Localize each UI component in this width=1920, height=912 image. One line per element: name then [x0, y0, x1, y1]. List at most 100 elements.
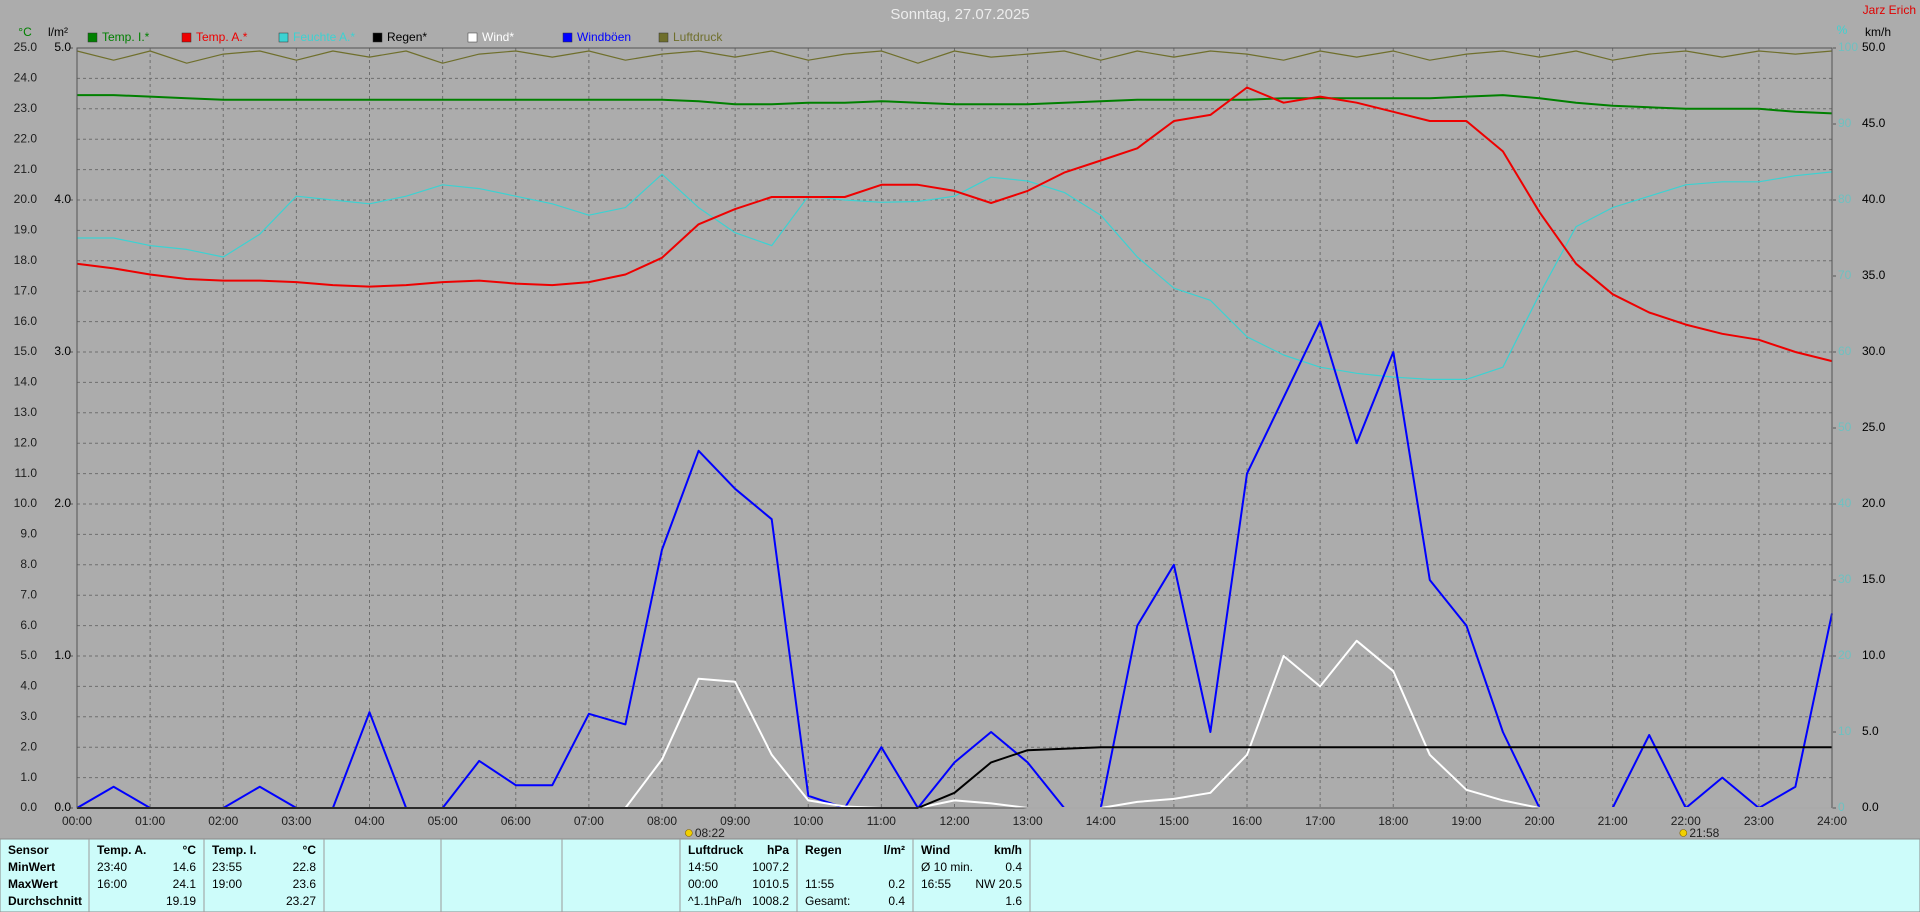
y3-tick-label: 50.0 — [1862, 40, 1886, 54]
legend-label: Regen* — [387, 30, 427, 44]
y3-axis-unit: km/h — [1865, 25, 1891, 39]
x-tick-label: 18:00 — [1378, 814, 1408, 828]
y-tick-label: 23.0 — [14, 101, 38, 115]
cell-left: 23:40 — [97, 860, 127, 874]
x-tick-label: 06:00 — [501, 814, 531, 828]
y-tick-label: 20.0 — [14, 192, 38, 206]
x-tick-label: 09:00 — [720, 814, 750, 828]
y-tick-label: 1.0 — [20, 770, 37, 784]
x-tick-label: 19:00 — [1451, 814, 1481, 828]
cell-left: Gesamt: — [805, 894, 850, 908]
row-label: MaxWert — [8, 877, 58, 891]
row-label: Durchschnitt — [8, 894, 82, 908]
cell-right: 0.4 — [888, 894, 905, 908]
y-tick-label: 9.0 — [20, 527, 37, 541]
y4-tick-label: 10 — [1838, 724, 1852, 738]
x-tick-label: 23:00 — [1744, 814, 1774, 828]
y-tick-label: 10.0 — [14, 496, 38, 510]
x-tick-label: 20:00 — [1524, 814, 1554, 828]
y-tick-label: 6.0 — [20, 618, 37, 632]
x-tick-label: 03:00 — [281, 814, 311, 828]
background — [0, 0, 1920, 839]
y4-tick-label: 20 — [1838, 648, 1852, 662]
legend-label: Luftdruck — [673, 30, 723, 44]
y4-tick-label: 40 — [1838, 496, 1852, 510]
x-tick-label: 01:00 — [135, 814, 165, 828]
y3-tick-label: 25.0 — [1862, 420, 1886, 434]
annotation: 21:58 — [1689, 826, 1719, 840]
y-tick-label: 15.0 — [14, 344, 38, 358]
y3-tick-label: 5.0 — [1862, 724, 1879, 738]
y4-axis-unit: % — [1837, 23, 1848, 37]
y2-tick-label: 4.0 — [54, 192, 71, 206]
column-unit: °C — [183, 843, 197, 857]
cell-left: 19:00 — [212, 877, 242, 891]
legend-label: Temp. I.* — [102, 30, 150, 44]
x-tick-label: 04:00 — [354, 814, 384, 828]
y4-tick-label: 0 — [1838, 800, 1845, 814]
legend-swatch — [658, 32, 669, 43]
x-tick-label: 07:00 — [574, 814, 604, 828]
column-title: Luftdruck — [688, 843, 744, 857]
legend-swatch — [562, 32, 573, 43]
cell-left: Ø 10 min. — [921, 860, 973, 874]
legend-swatch — [467, 32, 478, 43]
x-tick-label: 14:00 — [1086, 814, 1116, 828]
y-tick-label: 14.0 — [14, 375, 38, 389]
cell-right: 14.6 — [173, 860, 197, 874]
y2-tick-label: 5.0 — [54, 40, 71, 54]
y-tick-label: 17.0 — [14, 283, 38, 297]
column-title: Regen — [805, 843, 842, 857]
y2-axis-unit: l/m² — [48, 25, 68, 39]
y4-tick-label: 70 — [1838, 268, 1852, 282]
x-tick-label: 15:00 — [1159, 814, 1189, 828]
cell-left: ^1.1hPa/h — [688, 894, 742, 908]
cell-right: 1010.5 — [752, 877, 789, 891]
y4-tick-label: 90 — [1838, 116, 1852, 130]
cell-left: 16:00 — [97, 877, 127, 891]
author: Jarz Erich — [1863, 3, 1916, 17]
cell-right: 1.6 — [1005, 894, 1022, 908]
y-tick-label: 16.0 — [14, 314, 38, 328]
legend-swatch — [87, 32, 98, 43]
y-tick-label: 21.0 — [14, 162, 38, 176]
y4-tick-label: 80 — [1838, 192, 1852, 206]
x-tick-label: 13:00 — [1013, 814, 1043, 828]
y2-tick-label: 0.0 — [54, 800, 71, 814]
grid — [70, 47, 1836, 809]
y3-tick-label: 0.0 — [1862, 800, 1879, 814]
cell-left: 11:55 — [805, 877, 834, 891]
y3-tick-label: 10.0 — [1862, 648, 1886, 662]
y2-tick-label: 1.0 — [54, 648, 71, 662]
stats-table: Sensor Temp. A. °C Temp. I. °C Luftdruck hPa Re… — [0, 838, 1920, 912]
y-tick-label: 5.0 — [20, 648, 37, 662]
series-line — [76, 86, 1833, 363]
legend-label: Temp. A.* — [196, 30, 248, 44]
series-line — [77, 94, 1833, 115]
column-unit: km/h — [994, 843, 1022, 857]
y-tick-label: 4.0 — [20, 679, 37, 693]
sun-icon — [685, 829, 693, 837]
x-tick-label: 21:00 — [1598, 814, 1628, 828]
y2-tick-label: 2.0 — [54, 496, 71, 510]
y3-tick-label: 15.0 — [1862, 572, 1886, 586]
y4-tick-label: 30 — [1838, 572, 1852, 586]
cell-right: 24.1 — [173, 877, 197, 891]
x-tick-label: 22:00 — [1671, 814, 1701, 828]
x-tick-label: 24:00 — [1817, 814, 1847, 828]
legend-label: Windböen — [577, 30, 631, 44]
x-tick-label: 11:00 — [867, 814, 896, 828]
legend-swatch — [278, 32, 289, 43]
legend-label: Wind* — [482, 30, 514, 44]
cell-right: 19.19 — [166, 894, 196, 908]
column-title: Temp. I. — [212, 843, 256, 857]
y4-tick-label: 50 — [1838, 420, 1852, 434]
y3-tick-label: 40.0 — [1862, 192, 1886, 206]
cell-right: 0.2 — [888, 877, 905, 891]
x-tick-label: 00:00 — [62, 814, 92, 828]
sun-icon — [1679, 829, 1688, 837]
x-tick-label: 08:00 — [647, 814, 677, 828]
cell-right: 23.27 — [286, 894, 316, 908]
y-tick-label: 24.0 — [14, 71, 38, 85]
